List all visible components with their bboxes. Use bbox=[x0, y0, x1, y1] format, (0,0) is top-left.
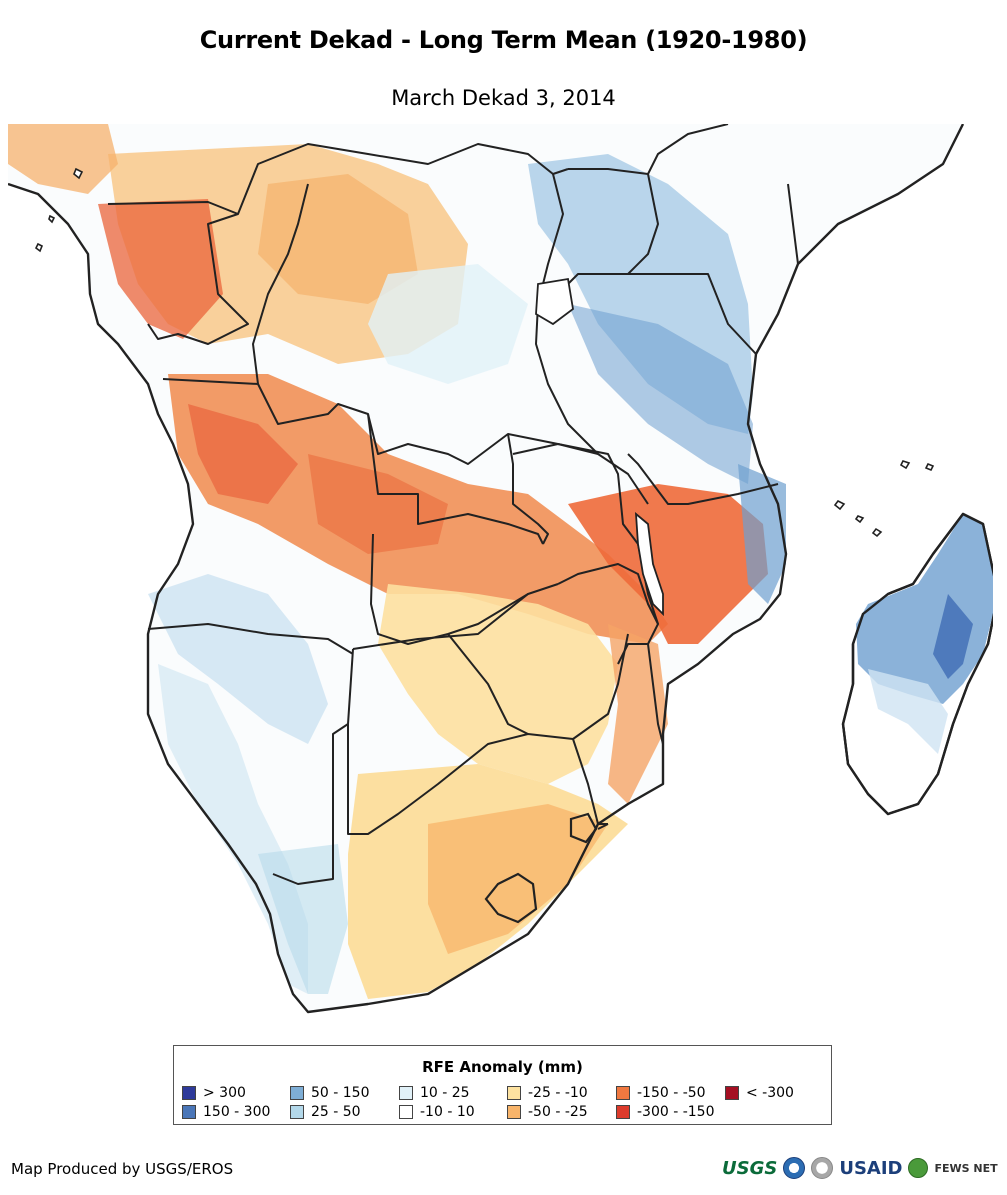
lake-malawi bbox=[634, 511, 664, 617]
map-subtitle: March Dekad 3, 2014 bbox=[391, 86, 616, 110]
legend-item: 150 - 300 bbox=[182, 1104, 270, 1120]
legend-label: 50 - 150 bbox=[311, 1085, 370, 1101]
legend-swatch bbox=[725, 1086, 739, 1100]
country-borders bbox=[107, 124, 799, 885]
legend-swatch bbox=[182, 1086, 196, 1100]
legend-item: 10 - 25 bbox=[399, 1085, 470, 1101]
legend-swatch bbox=[399, 1086, 413, 1100]
lake-victoria bbox=[535, 277, 574, 326]
swaziland-border bbox=[569, 812, 598, 844]
legend-label: -25 - -10 bbox=[528, 1085, 588, 1101]
legend-item: -150 - -50 bbox=[616, 1085, 706, 1101]
fewsnet-logo: FEWS NET bbox=[934, 1161, 998, 1175]
lesotho-border bbox=[484, 872, 538, 924]
legend-item: -50 - -25 bbox=[507, 1104, 588, 1120]
legend-swatch bbox=[290, 1086, 304, 1100]
coastline bbox=[8, 124, 965, 1014]
legend-label: -150 - -50 bbox=[637, 1085, 706, 1101]
map-credit: Map Produced by USGS/EROS bbox=[11, 1160, 234, 1178]
legend-swatch bbox=[399, 1105, 413, 1119]
legend-item: -25 - -10 bbox=[507, 1085, 588, 1101]
legend-item: -10 - 10 bbox=[399, 1104, 475, 1120]
legend-item: 50 - 150 bbox=[290, 1085, 370, 1101]
legend-label: 150 - 300 bbox=[203, 1104, 271, 1120]
legend-swatch bbox=[616, 1105, 630, 1119]
legend-swatch bbox=[507, 1086, 521, 1100]
map-title: Current Dekad - Long Term Mean (1920-198… bbox=[199, 26, 808, 54]
legend: RFE Anomaly (mm) > 300 150 - 300 50 - 15… bbox=[173, 1045, 832, 1125]
legend-swatch bbox=[616, 1086, 630, 1100]
legend-item: 25 - 50 bbox=[290, 1104, 361, 1120]
legend-label: -50 - -25 bbox=[528, 1104, 588, 1120]
legend-label: 10 - 25 bbox=[420, 1085, 470, 1101]
legend-swatch bbox=[182, 1105, 196, 1119]
usgs-logo: USGS bbox=[722, 1157, 778, 1179]
legend-label: -10 - 10 bbox=[420, 1104, 475, 1120]
legend-item: > 300 bbox=[182, 1085, 246, 1101]
comoros-islands bbox=[833, 460, 935, 538]
legend-swatch bbox=[290, 1105, 304, 1119]
globe-icon bbox=[908, 1158, 929, 1178]
seal-logo-icon bbox=[811, 1157, 834, 1179]
anomaly-zones bbox=[8, 124, 786, 999]
legend-swatch bbox=[507, 1105, 521, 1119]
legend-label: -300 - -150 bbox=[637, 1104, 715, 1120]
legend-item: -300 - -150 bbox=[616, 1104, 715, 1120]
legend-item: < -300 bbox=[725, 1085, 794, 1101]
legend-label: 25 - 50 bbox=[311, 1104, 361, 1120]
partner-logos: USGS USAID FEWS NET bbox=[722, 1157, 998, 1179]
usaid-logo: USAID bbox=[839, 1157, 903, 1179]
legend-label: > 300 bbox=[203, 1085, 246, 1101]
legend-title: RFE Anomaly (mm) bbox=[422, 1058, 583, 1076]
noaa-logo-icon bbox=[783, 1157, 806, 1179]
anomaly-map bbox=[8, 124, 993, 1014]
legend-label: < -300 bbox=[746, 1085, 794, 1101]
